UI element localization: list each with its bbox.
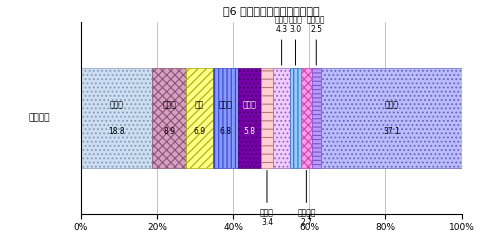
Bar — [321, 68, 462, 168]
Text: 船橋市: 船橋市 — [162, 100, 176, 109]
Bar — [81, 68, 152, 168]
Bar — [290, 68, 301, 168]
Bar — [213, 68, 239, 168]
Text: 6.8: 6.8 — [219, 127, 231, 136]
Text: 5.8: 5.8 — [243, 127, 255, 136]
Text: 柏市: 柏市 — [195, 100, 204, 109]
Text: 37.1: 37.1 — [383, 127, 400, 136]
Title: 囶6 従業者数の市町村別構成比: 囶6 従業者数の市町村別構成比 — [223, 5, 320, 15]
Bar — [186, 68, 213, 168]
Text: 市川市: 市川市 — [242, 100, 256, 109]
Bar — [239, 68, 261, 168]
Text: 千葉市: 千葉市 — [109, 100, 123, 109]
Text: 松戸市: 松戸市 — [218, 100, 232, 109]
Bar — [152, 68, 186, 168]
Text: 成田市
3.4: 成田市 3.4 — [260, 170, 274, 227]
Text: 8.9: 8.9 — [163, 127, 175, 136]
Bar — [274, 68, 290, 168]
Text: 習志野市
2.5: 習志野市 2.5 — [307, 15, 325, 65]
Bar — [312, 68, 321, 168]
Text: その他: その他 — [384, 100, 398, 109]
Text: 18.8: 18.8 — [108, 127, 125, 136]
Text: 従業者数: 従業者数 — [29, 113, 50, 122]
Text: 市原市
4.3: 市原市 4.3 — [275, 15, 288, 65]
Text: 6.9: 6.9 — [193, 127, 205, 136]
Text: 八千代市
2.7: 八千代市 2.7 — [297, 170, 316, 227]
Text: 浦安市
3.0: 浦安市 3.0 — [288, 15, 302, 65]
Bar — [261, 68, 274, 168]
Bar — [301, 68, 312, 168]
